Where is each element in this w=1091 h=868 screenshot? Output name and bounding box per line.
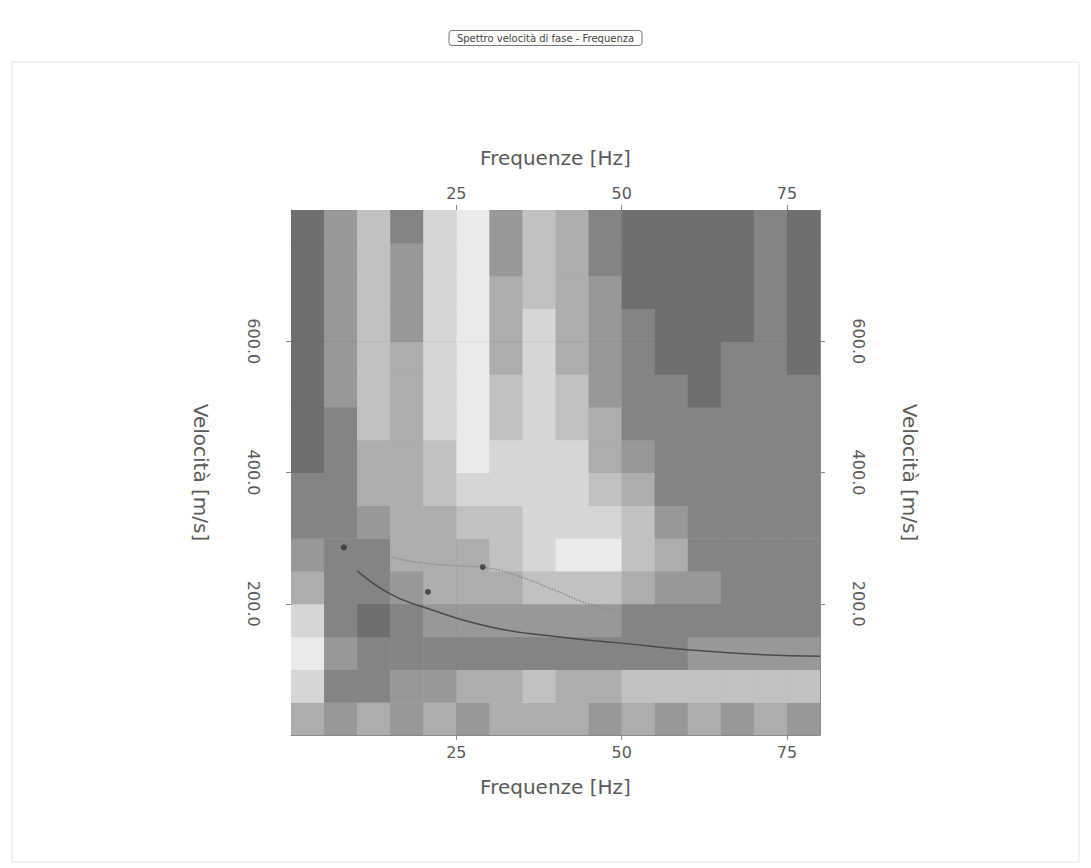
svg-text:75: 75 [777,743,797,762]
svg-text:400.0: 400.0 [849,450,868,496]
svg-text:50: 50 [611,184,631,203]
svg-text:50: 50 [611,743,631,762]
svg-text:25: 25 [446,743,466,762]
svg-text:600.0: 600.0 [244,318,263,364]
svg-text:75: 75 [777,184,797,203]
svg-text:Velocità [m/s]: Velocità [m/s] [898,404,922,541]
svg-text:600.0: 600.0 [849,318,868,364]
svg-text:Spettro velocità di fase - Fre: Spettro velocità di fase - Frequenza [457,33,634,44]
svg-text:Frequenze [Hz]: Frequenze [Hz] [480,146,631,170]
svg-text:400.0: 400.0 [244,450,263,496]
svg-text:25: 25 [446,184,466,203]
svg-text:200.0: 200.0 [244,581,263,627]
svg-text:Velocità [m/s]: Velocità [m/s] [189,404,213,541]
svg-text:200.0: 200.0 [849,581,868,627]
svg-text:Frequenze [Hz]: Frequenze [Hz] [480,775,631,799]
